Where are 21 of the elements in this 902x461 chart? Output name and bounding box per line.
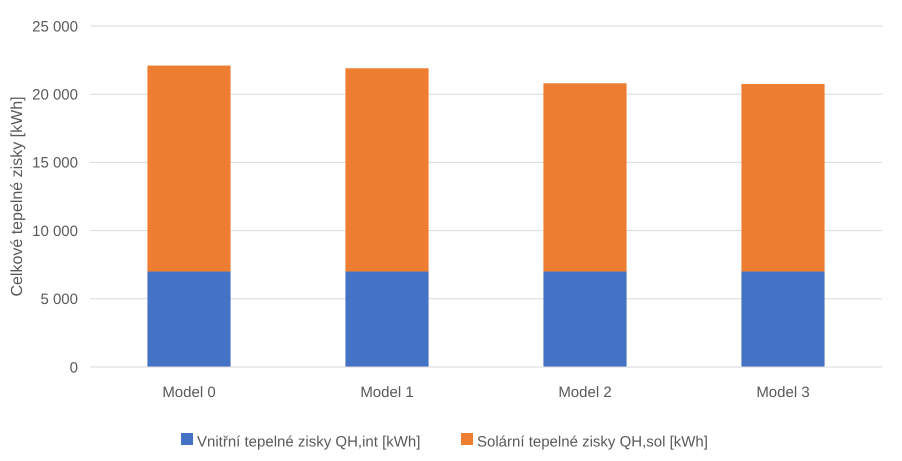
bar [741,272,825,367]
y-tick-label: 25 000 [32,18,78,36]
x-tick-label: Model 2 [558,384,612,401]
bar [543,83,627,272]
bar [147,66,231,272]
bar [543,272,627,367]
y-tick-label: 10 000 [32,222,78,240]
x-tick-label: Model 0 [162,384,216,401]
legend-label: Vnitřní tepelné zisky QH,int [kWh] [197,433,420,450]
y-axis-title: Celkové tepelné zisky [kWh] [9,96,26,297]
bar [147,272,231,367]
x-tick-label: Model 1 [360,384,414,401]
y-tick-label: 20 000 [32,86,78,104]
x-tick-label: Model 3 [756,384,810,401]
bar [741,84,825,272]
y-tick-label: 15 000 [32,154,78,172]
bar [345,272,429,367]
bar [345,68,429,272]
y-tick-label: 5 000 [40,291,78,308]
y-tick-label: 0 [70,359,78,376]
legend-label: Solární tepelné zisky QH,sol [kWh] [477,433,708,450]
